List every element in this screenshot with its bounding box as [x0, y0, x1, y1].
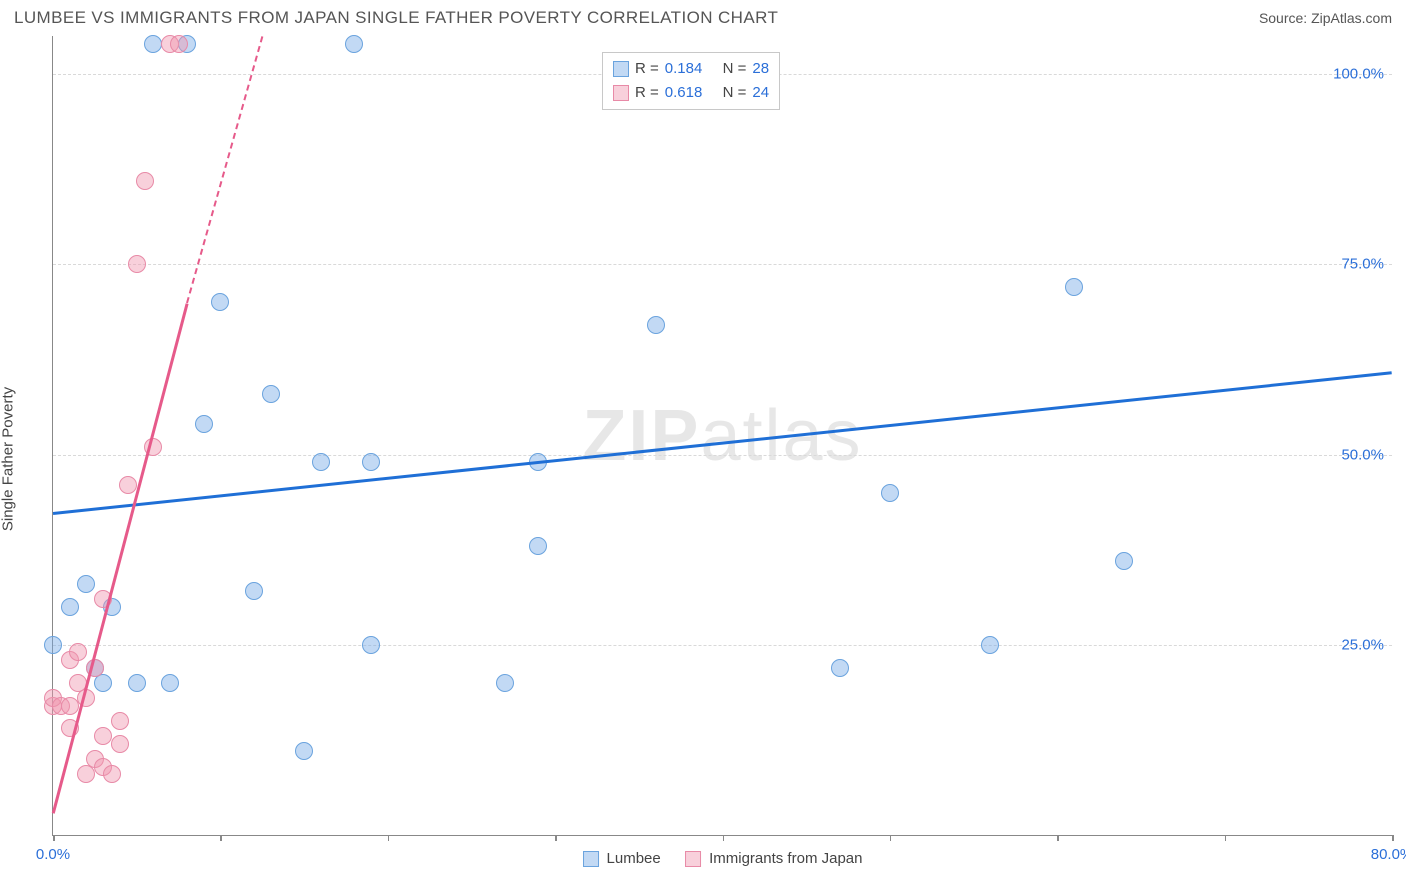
data-point: [831, 659, 849, 677]
x-tick: [1392, 835, 1394, 841]
x-tick: [1057, 835, 1059, 841]
x-tick: [555, 835, 557, 841]
data-point: [111, 712, 129, 730]
y-tick-label: 100.0%: [1333, 66, 1384, 83]
data-point: [647, 316, 665, 334]
data-point: [362, 636, 380, 654]
stat-row: R = 0.618 N = 24: [613, 81, 769, 105]
data-point: [211, 293, 229, 311]
plot-area: ZIPatlas Lumbee Immigrants from Japan 25…: [52, 36, 1392, 836]
data-point: [94, 727, 112, 745]
legend-swatch: [613, 61, 629, 77]
legend-swatch: [613, 85, 629, 101]
gridline-h: [53, 645, 1392, 646]
data-point: [195, 415, 213, 433]
data-point: [69, 643, 87, 661]
data-point: [61, 697, 79, 715]
stat-row: R = 0.184 N = 28: [613, 57, 769, 81]
data-point: [128, 674, 146, 692]
data-point: [1065, 278, 1083, 296]
data-point: [170, 35, 188, 53]
data-point: [529, 537, 547, 555]
data-point: [128, 255, 146, 273]
watermark-bold: ZIP: [582, 396, 700, 476]
data-point: [144, 35, 162, 53]
data-point: [312, 453, 330, 471]
x-tick-label: 80.0%: [1371, 846, 1406, 863]
y-tick-label: 25.0%: [1341, 636, 1384, 653]
data-point: [119, 476, 137, 494]
x-tick: [723, 835, 725, 841]
legend-label: Lumbee: [607, 850, 661, 867]
source-label: Source: ZipAtlas.com: [1259, 10, 1392, 26]
legend-swatch: [583, 851, 599, 867]
data-point: [295, 742, 313, 760]
data-point: [362, 453, 380, 471]
x-tick: [890, 835, 892, 841]
data-point: [981, 636, 999, 654]
data-point: [345, 35, 363, 53]
x-tick: [1225, 835, 1227, 841]
data-point: [44, 636, 62, 654]
data-point: [262, 385, 280, 403]
trendline: [53, 371, 1392, 514]
y-tick-label: 50.0%: [1341, 446, 1384, 463]
legend-label: Immigrants from Japan: [709, 850, 862, 867]
legend-swatch: [685, 851, 701, 867]
data-point: [881, 484, 899, 502]
data-point: [61, 598, 79, 616]
y-axis-label: Single Father Poverty: [0, 387, 17, 531]
data-point: [77, 575, 95, 593]
data-point: [111, 735, 129, 753]
gridline-h: [53, 455, 1392, 456]
x-tick: [388, 835, 390, 841]
stat-legend: R = 0.184 N = 28R = 0.618 N = 24: [602, 52, 780, 110]
data-point: [136, 172, 154, 190]
data-point: [496, 674, 514, 692]
x-tick: [220, 835, 222, 841]
chart-container: Single Father Poverty ZIPatlas Lumbee Im…: [14, 36, 1392, 882]
chart-title: LUMBEE VS IMMIGRANTS FROM JAPAN SINGLE F…: [14, 8, 778, 28]
series-legend: Lumbee Immigrants from Japan: [583, 850, 863, 867]
x-tick-label: 0.0%: [36, 846, 70, 863]
watermark: ZIPatlas: [582, 395, 862, 477]
data-point: [94, 674, 112, 692]
data-point: [1115, 552, 1133, 570]
data-point: [103, 765, 121, 783]
data-point: [161, 674, 179, 692]
gridline-h: [53, 264, 1392, 265]
data-point: [245, 582, 263, 600]
x-tick: [53, 835, 55, 841]
y-tick-label: 75.0%: [1341, 256, 1384, 273]
